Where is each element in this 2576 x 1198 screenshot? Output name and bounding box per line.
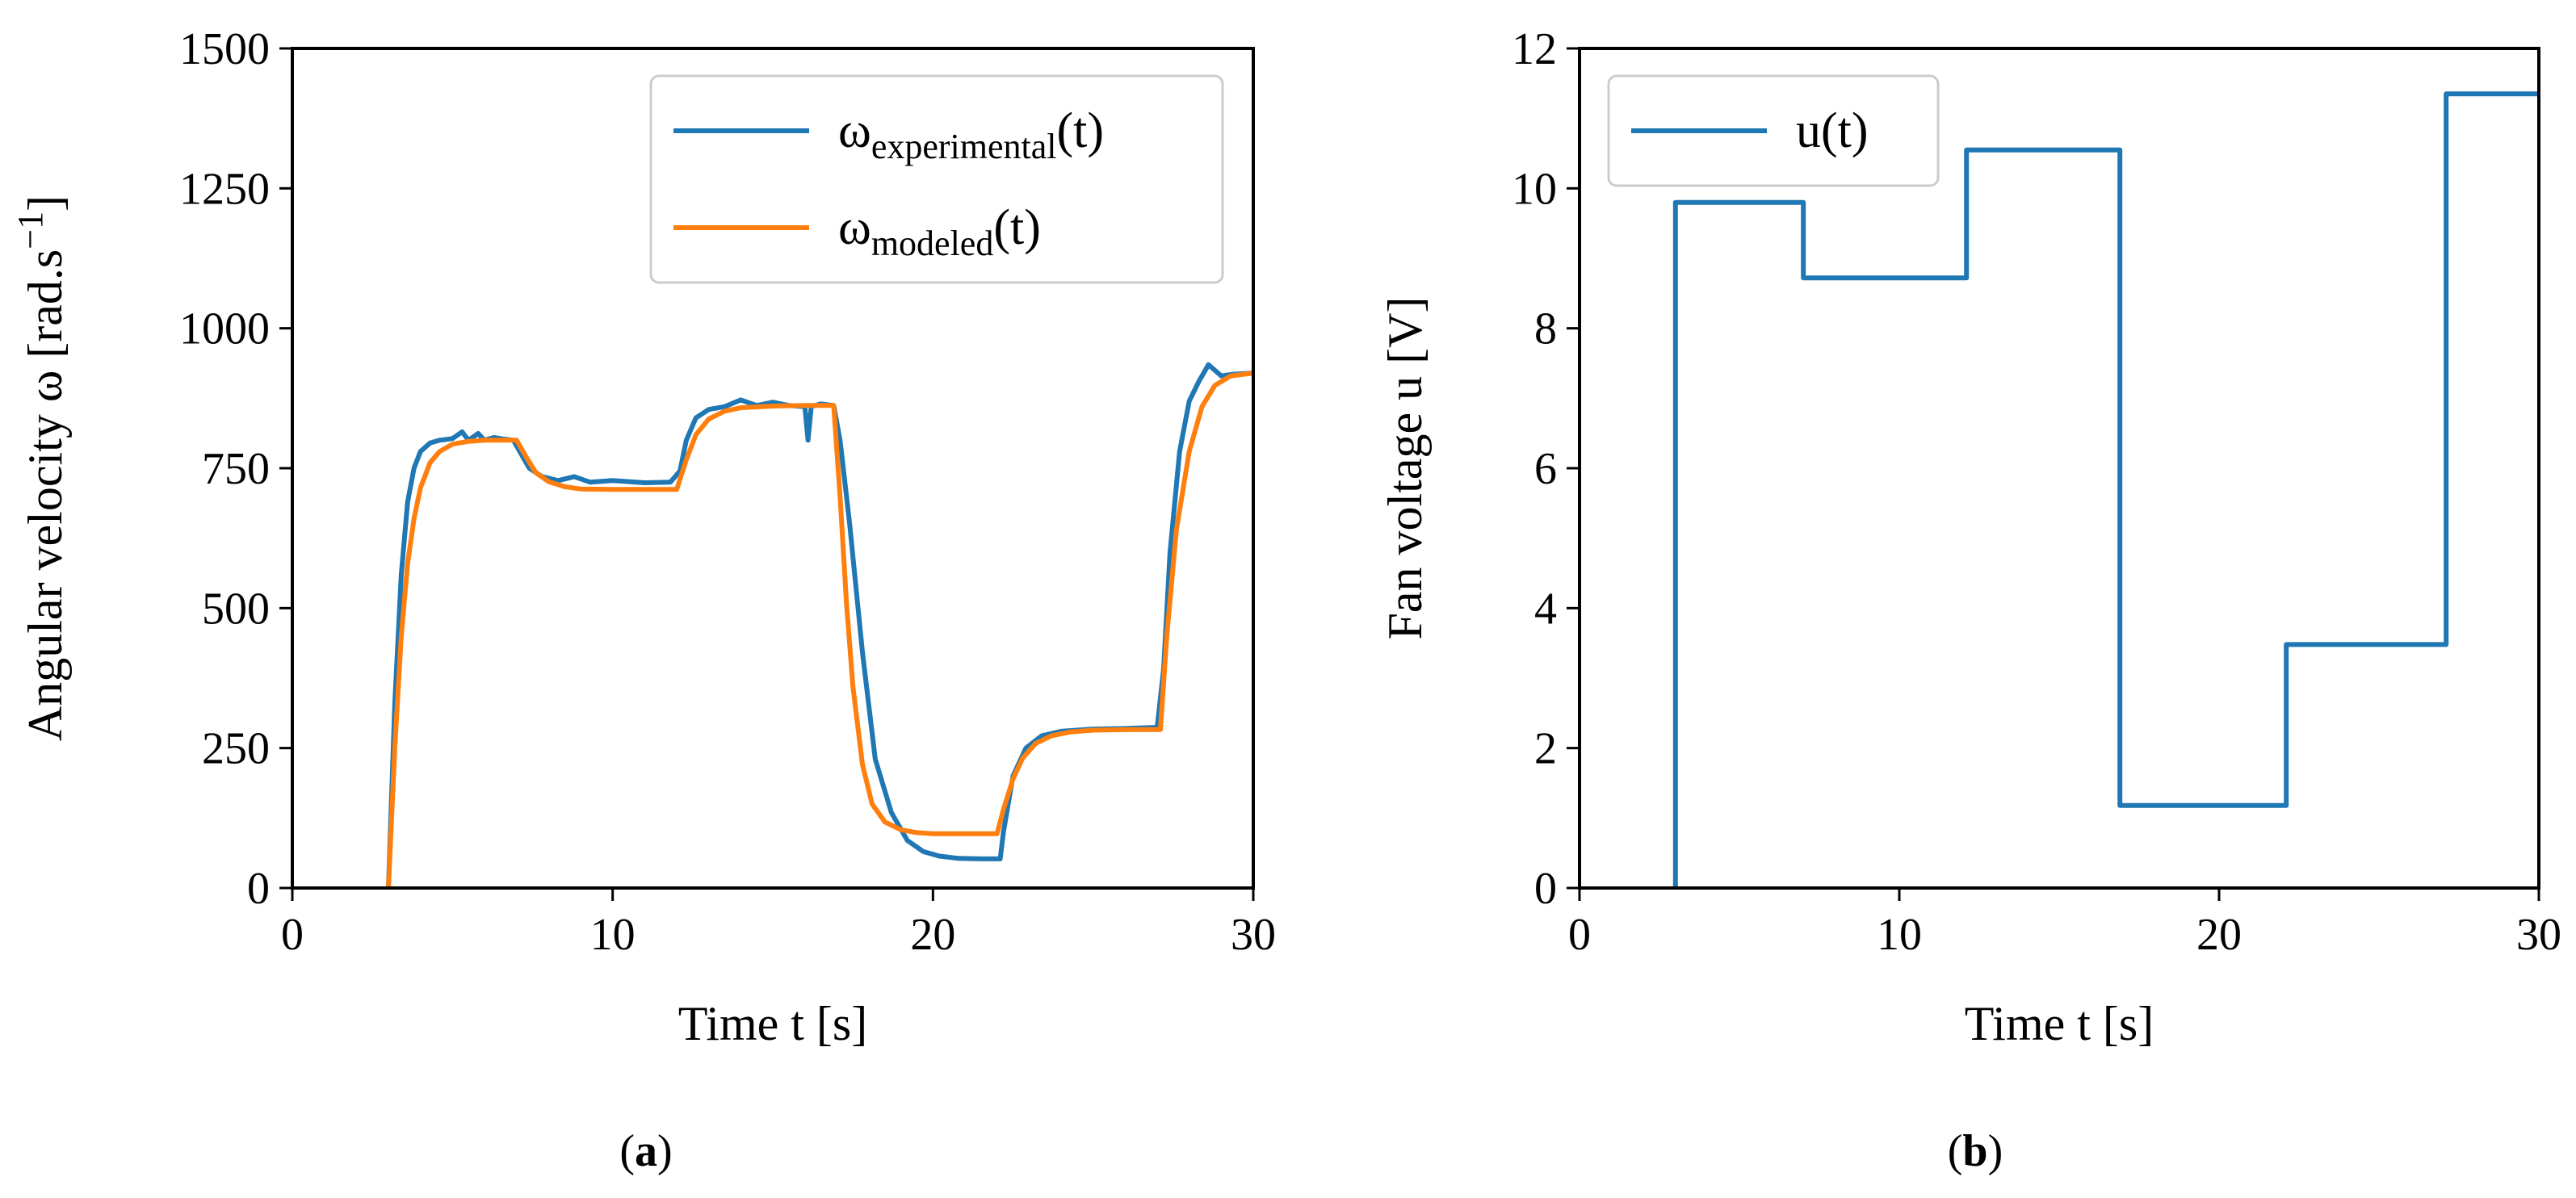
y-tick-label: 0 — [1534, 864, 1557, 914]
legend-entry: ωexperimental(t) — [838, 103, 1104, 166]
legend-entry: ωmodeled(t) — [838, 200, 1041, 263]
caption-open: ( — [1948, 1126, 1963, 1176]
y-tick-label: 1000 — [179, 304, 270, 354]
x-tick-label: 30 — [2516, 910, 2561, 960]
chart-a: 0 10 20 30 0 250 500 750 1000 1250 1500 Time t [s] A… — [10, 24, 1276, 1176]
y-axis-label-main: Angular velocity ω [rad.s — [19, 249, 72, 741]
y-tick-label: 8 — [1534, 304, 1557, 354]
y-tick-label: 750 — [202, 444, 270, 494]
y-tick-label: 2 — [1534, 724, 1557, 774]
y-tick-label: 500 — [202, 584, 270, 634]
y-tick-label: 1500 — [179, 24, 270, 74]
chart-b: 0 10 20 30 0 2 4 6 8 10 12 Time t [s] Fan voltage u … — [1378, 24, 2561, 1176]
x-tick-label: 10 — [590, 910, 636, 960]
x-tick-label: 30 — [1231, 910, 1276, 960]
legend-box — [649, 74, 1224, 284]
x-axis-label: Time t [s] — [1965, 997, 2154, 1050]
legend-entry-sub: modeled — [871, 224, 994, 263]
y-tick-label: 1250 — [179, 164, 270, 214]
figure-caption: (a) — [619, 1126, 672, 1176]
x-tick-label: 10 — [1877, 910, 1922, 960]
y-axis-label-sup: −1 — [10, 212, 50, 249]
caption-letter: b — [1962, 1126, 1987, 1176]
y-axis-label: Fan voltage u [V] — [1378, 297, 1432, 640]
y-tick-label: 0 — [247, 864, 270, 914]
legend-entry-base: ω — [838, 103, 871, 158]
legend-entry: u(t) — [1796, 103, 1869, 158]
x-tick-label: 0 — [281, 910, 304, 960]
x-tick-label: 20 — [2196, 910, 2242, 960]
y-tick-label: 250 — [202, 724, 270, 774]
y-tick-label: 10 — [1512, 164, 1557, 214]
y-tick-label: 4 — [1534, 584, 1557, 634]
y-axis-label: Angular velocity ω [rad.s−1] — [10, 195, 72, 741]
x-tick-label: 20 — [910, 910, 955, 960]
x-tick-label: 0 — [1568, 910, 1591, 960]
legend-entry-base: u(t) — [1796, 103, 1869, 158]
caption-close: ) — [657, 1126, 673, 1176]
caption-letter: a — [635, 1126, 657, 1176]
figure-caption: (b) — [1948, 1126, 2003, 1176]
caption-open: ( — [619, 1126, 635, 1176]
caption-close: ) — [1988, 1126, 2003, 1176]
legend-entry-sub: experimental — [871, 127, 1057, 166]
series-line-modeled — [386, 371, 1253, 889]
legend-box — [1607, 74, 1940, 187]
legend-entry-base: ω — [838, 200, 871, 255]
x-axis-label: Time t [s] — [678, 997, 868, 1050]
series-line-experimental — [1672, 91, 2539, 888]
y-tick-label: 6 — [1534, 444, 1557, 494]
legend-entry-arg: (t) — [993, 200, 1041, 255]
legend-entry-arg: (t) — [1056, 103, 1104, 158]
y-axis-label-end: ] — [19, 195, 72, 212]
y-tick-label: 12 — [1512, 24, 1557, 74]
